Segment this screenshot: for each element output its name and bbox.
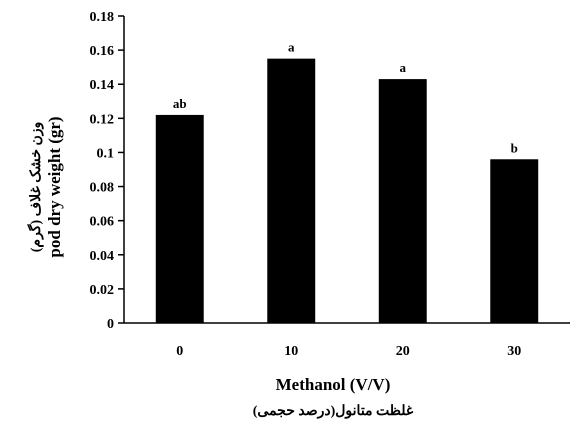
y-tick-label: 0.12 xyxy=(90,112,115,127)
bar xyxy=(490,159,539,323)
y-tick-label: 0.16 xyxy=(90,44,115,59)
bars xyxy=(155,58,539,324)
y-tick-label: 0.1 xyxy=(97,146,115,161)
y-axis-title: pod dry weight (gr) xyxy=(45,116,64,257)
bar-data-label: a xyxy=(400,60,407,75)
x-axis-tick-labels: 0 10 20 30 xyxy=(176,344,521,359)
x-tick-label: 0 xyxy=(176,344,183,359)
y-tick-label: 0.06 xyxy=(90,215,115,230)
x-tick-label: 20 xyxy=(396,344,410,359)
bar-data-label: a xyxy=(288,40,295,55)
y-tick-label: 0 xyxy=(107,317,114,332)
y-tick-label: 0.02 xyxy=(90,283,115,298)
y-tick-label: 0.14 xyxy=(90,78,115,93)
bar-data-label: b xyxy=(511,140,518,155)
x-tick-label: 10 xyxy=(284,344,298,359)
bar xyxy=(155,114,204,323)
y-axis-tick-labels: 0 0.02 0.04 0.06 0.08 0.1 0.12 0.14 0.16 0.18 xyxy=(90,10,115,332)
y-tick-label: 0.18 xyxy=(90,10,115,25)
x-axis-title-fa: غلظت متانول(درصد حجمی) xyxy=(253,404,414,419)
y-tick-label: 0.04 xyxy=(90,249,115,264)
bar xyxy=(267,58,316,324)
bar-data-label: ab xyxy=(173,96,187,111)
bar xyxy=(378,79,427,323)
x-axis-title: Methanol (V/V) xyxy=(276,375,391,394)
y-axis-title-fa: وزن خشک غلاف (گرم) xyxy=(27,122,44,253)
y-axis-ticks xyxy=(118,15,124,324)
x-tick-label: 30 xyxy=(507,344,521,359)
y-tick-label: 0.08 xyxy=(90,181,115,196)
